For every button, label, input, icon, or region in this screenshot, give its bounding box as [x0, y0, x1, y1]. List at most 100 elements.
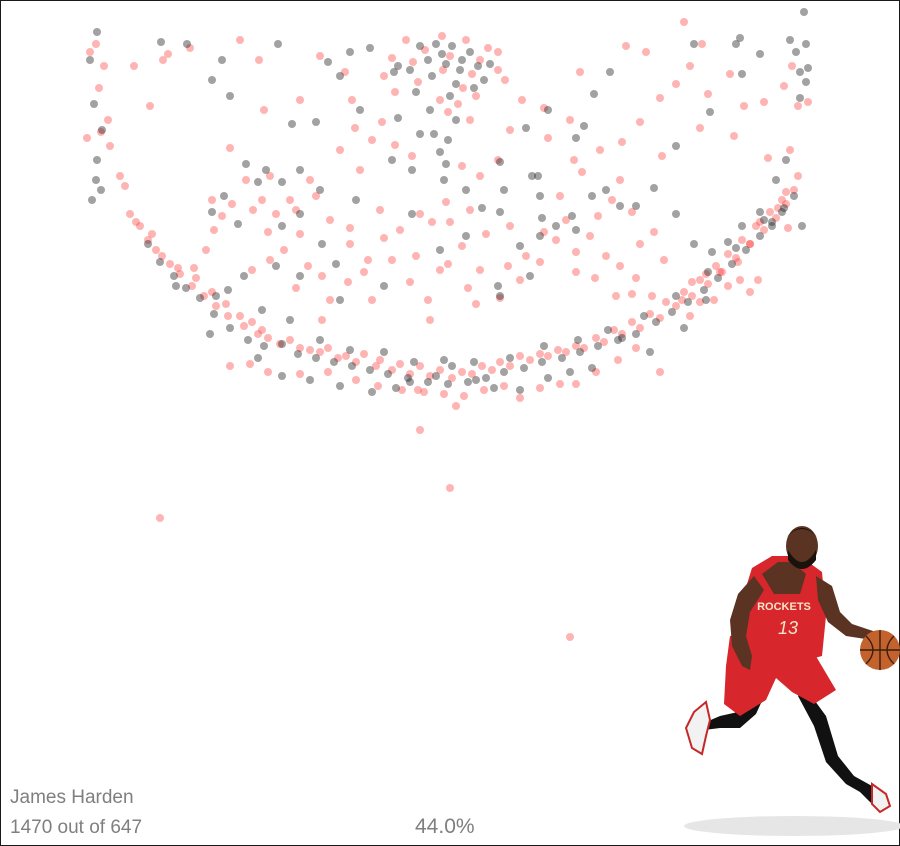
shot-dot-made	[348, 96, 356, 104]
shot-dot-made	[266, 172, 274, 180]
shot-dot-missed	[576, 348, 584, 356]
shot-dot-missed	[368, 388, 376, 396]
shot-dot-made	[774, 204, 782, 212]
shot-dot-missed	[352, 196, 360, 204]
shot-dot-made	[368, 136, 376, 144]
shot-dot-missed	[480, 76, 488, 84]
shot-dot-made	[97, 128, 105, 136]
shot-dot-missed	[406, 66, 414, 74]
shot-dot-missed	[288, 120, 296, 128]
shot-dot-missed	[296, 272, 304, 280]
shot-dot-missed	[424, 378, 432, 386]
shot-dot-made	[618, 330, 626, 338]
shot-dot-made	[578, 168, 586, 176]
shot-dot-made	[380, 72, 388, 80]
shot-dot-missed	[640, 312, 648, 320]
shot-dot-made	[594, 212, 602, 220]
shot-dot-missed	[348, 362, 356, 370]
shot-dot-made	[258, 326, 266, 334]
shot-dot-made	[540, 228, 548, 236]
shot-dot-made	[276, 340, 284, 348]
shot-dot-made	[696, 124, 704, 132]
shot-dot-made	[572, 268, 580, 276]
shot-dot-missed	[272, 262, 280, 270]
shot-dot-missed	[448, 362, 456, 370]
shot-dot-missed	[436, 148, 444, 156]
player-photo: ROCKETS 13	[684, 526, 900, 836]
shot-dot-missed	[306, 376, 314, 384]
shot-dot-made	[226, 362, 234, 370]
shot-dot-missed	[170, 272, 178, 280]
shot-dot-missed	[254, 178, 262, 186]
shot-dot-made	[592, 368, 600, 376]
shot-dot-made	[646, 310, 654, 318]
shot-dot-made	[628, 290, 636, 298]
shot-dot-made	[396, 226, 404, 234]
shot-dot-made	[344, 278, 352, 286]
shot-dot-missed	[226, 324, 234, 332]
shot-dot-made	[146, 102, 154, 110]
shot-dot-missed	[552, 222, 560, 230]
shot-dot-made	[95, 84, 103, 92]
shot-dot-missed	[616, 202, 624, 210]
shot-dot-missed	[482, 374, 490, 382]
shot-dot-missed	[258, 306, 266, 314]
shot-dot-made	[632, 274, 640, 282]
shot-dot-missed	[606, 68, 614, 76]
shot-dot-missed	[496, 208, 504, 216]
shot-dot-missed	[462, 232, 470, 240]
shot-dot-missed	[646, 348, 654, 356]
shot-dot-made	[292, 206, 300, 214]
shot-dot-made	[782, 188, 790, 196]
shot-dot-missed	[768, 222, 776, 230]
shot-dot-made	[324, 368, 332, 376]
shot-dot-missed	[796, 94, 804, 102]
shot-dot-missed	[536, 232, 544, 240]
shot-dot-made	[738, 236, 746, 244]
shot-dot-missed	[802, 40, 810, 48]
shot-dot-missed	[760, 216, 768, 224]
shot-dot-missed	[86, 56, 94, 64]
player-hair	[786, 528, 818, 538]
shot-dot-missed	[470, 84, 478, 92]
shot-dot-missed	[312, 354, 320, 362]
shot-dot-made	[255, 56, 263, 64]
player-name: James Harden	[10, 787, 134, 808]
shot-dot-made	[409, 58, 417, 66]
shot-dot-missed	[452, 80, 460, 88]
shot-dot-made	[412, 252, 420, 260]
shot-dot-missed	[724, 238, 732, 246]
shot-dot-made	[130, 62, 138, 70]
shot-dot-made	[391, 88, 399, 96]
shot-dot-made	[364, 256, 372, 264]
shot-dot-made	[334, 354, 342, 362]
shot-dot-missed	[404, 374, 412, 382]
shot-dot-missed	[472, 376, 480, 384]
shot-dot-made	[788, 62, 796, 70]
shot-dot-missed	[446, 92, 454, 100]
shot-dot-made	[702, 270, 710, 278]
shot-dot-made	[618, 138, 626, 146]
shot-dot-missed	[210, 310, 218, 318]
shot-dot-missed	[700, 286, 708, 294]
shot-dot-missed	[470, 358, 478, 366]
shot-dot-missed	[790, 192, 798, 200]
shot-dot-made	[716, 268, 724, 276]
shot-dot-missed	[798, 222, 806, 230]
shot-dot-missed	[88, 196, 96, 204]
shot-dot-missed	[506, 354, 514, 362]
shot-dot-missed	[668, 308, 676, 316]
shot-dot-missed	[526, 272, 534, 280]
shot-dot-missed	[412, 88, 420, 96]
shot-dot-missed	[392, 384, 400, 392]
shot-dot-made	[536, 384, 544, 392]
shot-dot-made	[790, 186, 798, 194]
shot-dot-missed	[93, 156, 101, 164]
shot-dot-missed	[802, 78, 810, 86]
shot-dot-missed	[792, 48, 800, 56]
shot-dot-made	[760, 98, 768, 106]
shot-dot-made	[446, 218, 454, 226]
shot-dot-made	[280, 246, 288, 254]
shot-dot-missed	[456, 66, 464, 74]
shot-dot-made	[406, 278, 414, 286]
